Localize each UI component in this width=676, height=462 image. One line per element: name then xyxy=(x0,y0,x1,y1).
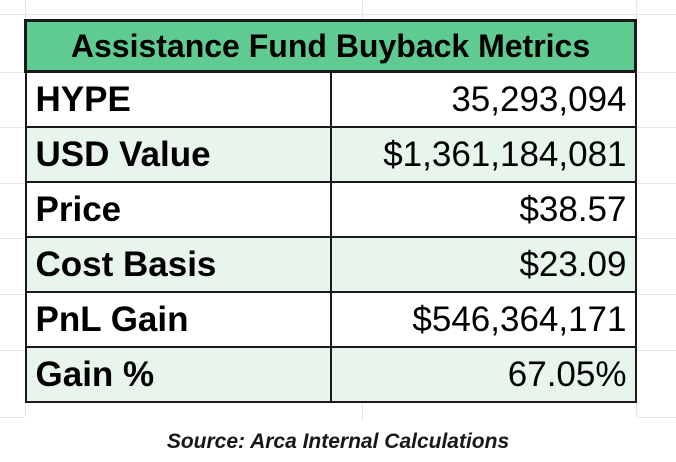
table-row: USD Value $1,361,184,081 xyxy=(24,126,637,183)
table-row: HYPE 35,293,094 xyxy=(24,70,637,128)
table-header-row: Assistance Fund Buyback Metrics xyxy=(24,19,637,73)
metric-value: $546,364,171 xyxy=(329,291,637,348)
gridline-horizontal xyxy=(0,417,24,418)
table-row: Price $38.57 xyxy=(24,181,637,238)
metric-label: Gain % xyxy=(24,346,332,403)
source-caption: Source: Arca Internal Calculations xyxy=(166,430,510,453)
metric-label: PnL Gain xyxy=(24,291,332,348)
metric-value: 67.05% xyxy=(329,346,637,403)
metric-value: $1,361,184,081 xyxy=(329,126,637,183)
table-row: Cost Basis $23.09 xyxy=(24,236,637,293)
table-body: Assistance Fund Buyback Metrics HYPE 35,2… xyxy=(24,19,637,403)
metric-label: Cost Basis xyxy=(24,236,332,293)
buyback-metrics-table: Assistance Fund Buyback Metrics HYPE 35,2… xyxy=(24,19,637,403)
metric-label: USD Value xyxy=(24,126,332,183)
gridline-horizontal xyxy=(0,14,676,15)
metric-value: $38.57 xyxy=(329,181,637,238)
gridline-horizontal xyxy=(637,417,676,418)
table-row: PnL Gain $546,364,171 xyxy=(24,291,637,348)
table-row: Gain % 67.05% xyxy=(24,346,637,403)
table-title: Assistance Fund Buyback Metrics xyxy=(24,19,637,73)
metric-label: HYPE xyxy=(24,70,332,128)
metric-value: $23.09 xyxy=(329,236,637,293)
metric-label: Price xyxy=(24,181,332,238)
metric-value: 35,293,094 xyxy=(329,70,637,128)
